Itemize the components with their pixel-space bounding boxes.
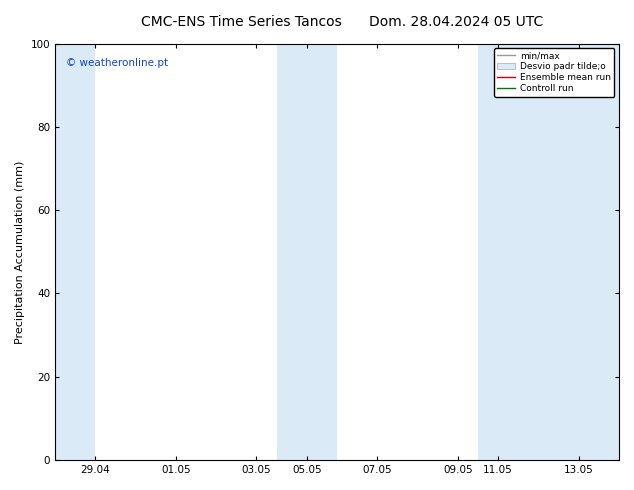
Bar [276, 44, 337, 460]
Bar [55, 44, 95, 460]
Text: © weatheronline.pt: © weatheronline.pt [67, 58, 169, 68]
Text: CMC-ENS Time Series Tancos: CMC-ENS Time Series Tancos [141, 15, 341, 29]
Y-axis label: Precipitation Accumulation (mm): Precipitation Accumulation (mm) [15, 160, 25, 343]
Bar [478, 44, 619, 460]
Legend: min/max, Desvio padr tilde;o, Ensemble mean run, Controll run: min/max, Desvio padr tilde;o, Ensemble m… [494, 48, 614, 97]
Text: Dom. 28.04.2024 05 UTC: Dom. 28.04.2024 05 UTC [370, 15, 543, 29]
